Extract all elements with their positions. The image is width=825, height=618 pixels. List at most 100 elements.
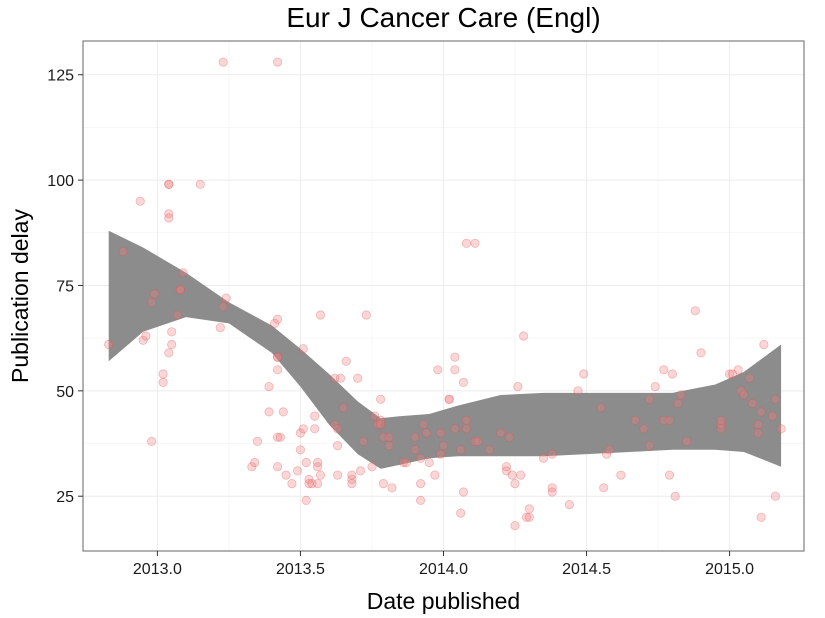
data-point <box>164 209 174 219</box>
data-point <box>312 457 323 468</box>
data-point <box>384 440 394 451</box>
data-point <box>312 478 323 489</box>
data-point <box>450 352 460 362</box>
data-point <box>375 394 386 404</box>
data-point <box>547 487 557 497</box>
data-point <box>178 268 188 278</box>
data-point <box>270 318 280 328</box>
data-point <box>341 356 351 366</box>
data-point <box>507 470 517 480</box>
data-point <box>335 373 346 383</box>
data-point <box>361 310 371 320</box>
data-point <box>504 432 514 442</box>
data-point <box>516 470 526 480</box>
data-point <box>384 432 394 442</box>
data-point <box>513 381 523 392</box>
data-point <box>501 466 511 476</box>
data-point <box>415 495 426 505</box>
data-point <box>295 445 305 455</box>
data-point <box>147 297 157 307</box>
data-point <box>496 428 506 438</box>
data-point <box>444 394 454 404</box>
x-tick-label: 2014.5 <box>562 561 611 578</box>
data-point <box>727 369 738 379</box>
data-point <box>450 424 460 434</box>
data-point <box>167 327 177 337</box>
data-point <box>770 491 781 501</box>
data-point <box>307 478 317 489</box>
y-axis-title: Publication delay <box>7 209 33 383</box>
data-point <box>756 407 766 417</box>
data-point <box>195 179 205 189</box>
data-point <box>332 424 343 434</box>
y-tick-label: 25 <box>56 489 74 506</box>
data-point <box>690 306 700 316</box>
data-point <box>175 285 185 295</box>
data-point <box>667 369 678 379</box>
data-point <box>724 369 735 379</box>
data-point <box>135 196 145 206</box>
data-point <box>298 424 308 434</box>
data-point <box>579 369 589 379</box>
data-point <box>547 483 557 493</box>
data-point <box>373 419 383 430</box>
data-point <box>158 369 168 379</box>
data-point <box>733 365 743 375</box>
data-point <box>310 411 320 421</box>
data-point <box>298 344 308 354</box>
data-point <box>644 394 655 404</box>
data-point <box>604 445 615 455</box>
grid-lines <box>83 41 804 551</box>
data-point <box>659 415 669 425</box>
data-point <box>433 365 443 375</box>
data-point <box>458 377 469 387</box>
data-point <box>456 508 466 518</box>
x-axis-title: Date published <box>367 588 520 614</box>
data-point <box>415 453 426 463</box>
data-point <box>164 213 174 223</box>
data-point <box>644 440 655 451</box>
data-point <box>444 394 454 404</box>
data-point <box>456 445 466 455</box>
data-point <box>247 462 257 472</box>
x-tick-label: 2014.0 <box>419 561 468 578</box>
data-point <box>295 428 305 438</box>
data-point <box>378 432 388 442</box>
data-point <box>418 419 429 430</box>
data-point <box>470 436 480 446</box>
data-point <box>524 512 534 522</box>
data-point <box>272 352 283 362</box>
data-point <box>332 440 343 451</box>
data-point <box>167 339 177 350</box>
data-point <box>435 449 446 459</box>
data-point <box>524 504 534 514</box>
data-point <box>696 348 706 358</box>
data-point <box>278 407 288 417</box>
data-point <box>118 247 128 257</box>
data-point <box>470 238 480 248</box>
data-point <box>310 424 320 434</box>
data-point <box>164 348 174 358</box>
data-point <box>149 289 160 299</box>
data-point <box>304 478 314 489</box>
data-point <box>438 440 449 451</box>
data-point <box>353 373 363 383</box>
data-point <box>138 335 148 345</box>
data-point <box>147 436 157 446</box>
data-point <box>673 398 683 409</box>
confidence-band <box>108 230 782 469</box>
data-point <box>547 449 557 459</box>
x-tick-label: 2013.5 <box>276 561 325 578</box>
data-point <box>424 457 434 468</box>
data-point <box>716 415 726 425</box>
data-point <box>753 419 763 430</box>
data-point <box>473 436 483 446</box>
data-point <box>221 293 231 303</box>
data-point <box>272 314 283 324</box>
y-tick-label: 75 <box>56 278 74 295</box>
data-point <box>501 462 511 472</box>
data-point <box>398 457 408 468</box>
data-point <box>164 179 174 189</box>
data-point <box>370 411 380 421</box>
